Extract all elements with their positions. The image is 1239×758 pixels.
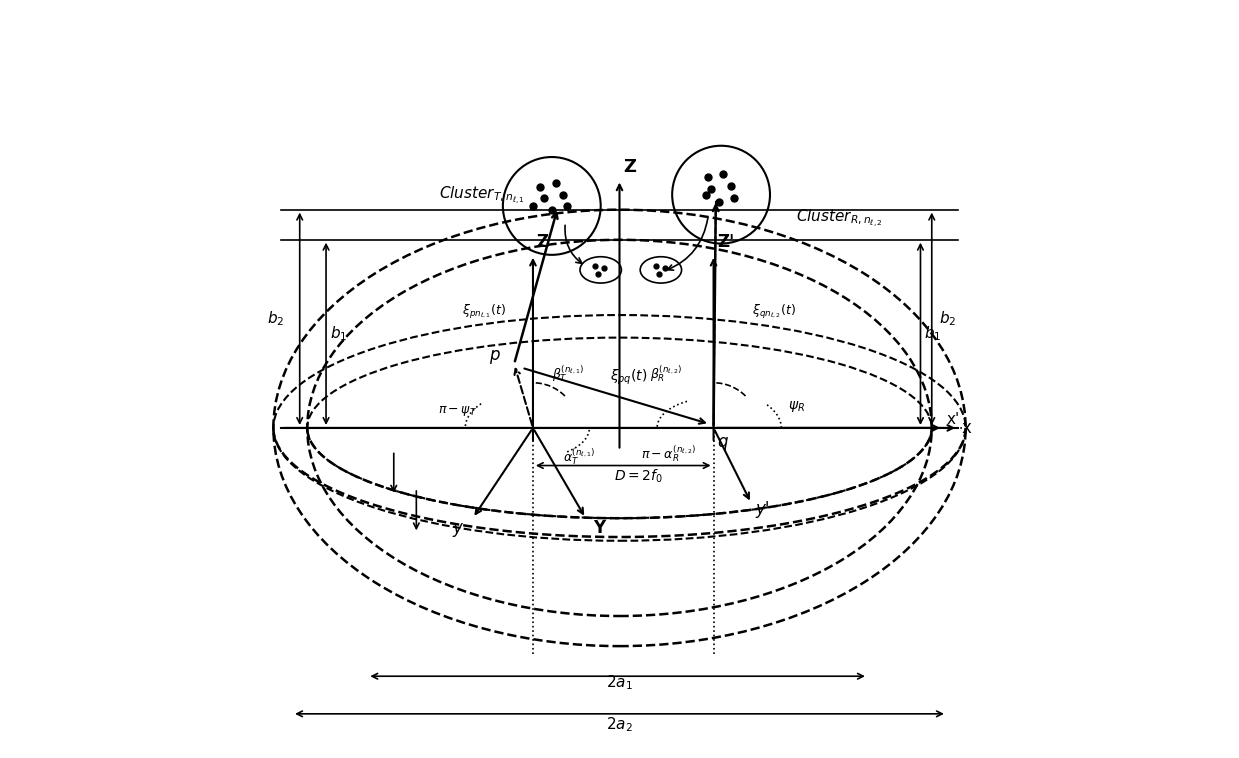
Text: Z': Z' [717,233,735,252]
Text: $2a_2$: $2a_2$ [606,715,633,734]
Text: $\xi_{pn_{\ell,1}}(t)$: $\xi_{pn_{\ell,1}}(t)$ [462,303,506,321]
Text: $\pi - \alpha_R^{(n_{\ell,2})}$: $\pi - \alpha_R^{(n_{\ell,2})}$ [641,443,696,463]
Text: Z: Z [623,158,636,176]
Text: $\beta_R^{(n_{\ell,2})}$: $\beta_R^{(n_{\ell,2})}$ [649,364,681,384]
Text: $\xi_{qn_{\ell,2}}(t)$: $\xi_{qn_{\ell,2}}(t)$ [752,303,795,321]
Text: $b_2$: $b_2$ [268,309,285,328]
Text: $\pi - \psi_T$: $\pi - \psi_T$ [439,404,477,418]
Text: p: p [488,346,499,364]
Text: Cluster$_{T,n_{\ell,1}}$: Cluster$_{T,n_{\ell,1}}$ [439,184,525,206]
Text: x': x' [947,412,960,428]
Text: Cluster$_{R,n_{\ell,2}}$: Cluster$_{R,n_{\ell,2}}$ [797,207,883,229]
Text: $2a_1$: $2a_1$ [606,674,633,692]
Text: Z: Z [536,233,549,252]
Text: $\alpha_T^{(n_{\ell,1})}$: $\alpha_T^{(n_{\ell,1})}$ [563,446,596,467]
Text: $\xi_{pq}(t)$: $\xi_{pq}(t)$ [610,368,648,387]
Text: y: y [452,519,462,537]
Text: $b_1$: $b_1$ [924,324,942,343]
Text: $b_1$: $b_1$ [330,324,347,343]
Text: $\psi_R$: $\psi_R$ [788,399,805,414]
Text: $D = 2f_0$: $D = 2f_0$ [613,468,663,485]
Text: x: x [961,419,971,437]
Text: Y: Y [593,519,606,537]
Text: q: q [717,433,727,451]
Text: $\beta_T^{(n_{\ell,1})}$: $\beta_T^{(n_{\ell,1})}$ [551,364,585,384]
Text: $b_2$: $b_2$ [939,309,957,328]
Text: y': y' [755,500,769,518]
